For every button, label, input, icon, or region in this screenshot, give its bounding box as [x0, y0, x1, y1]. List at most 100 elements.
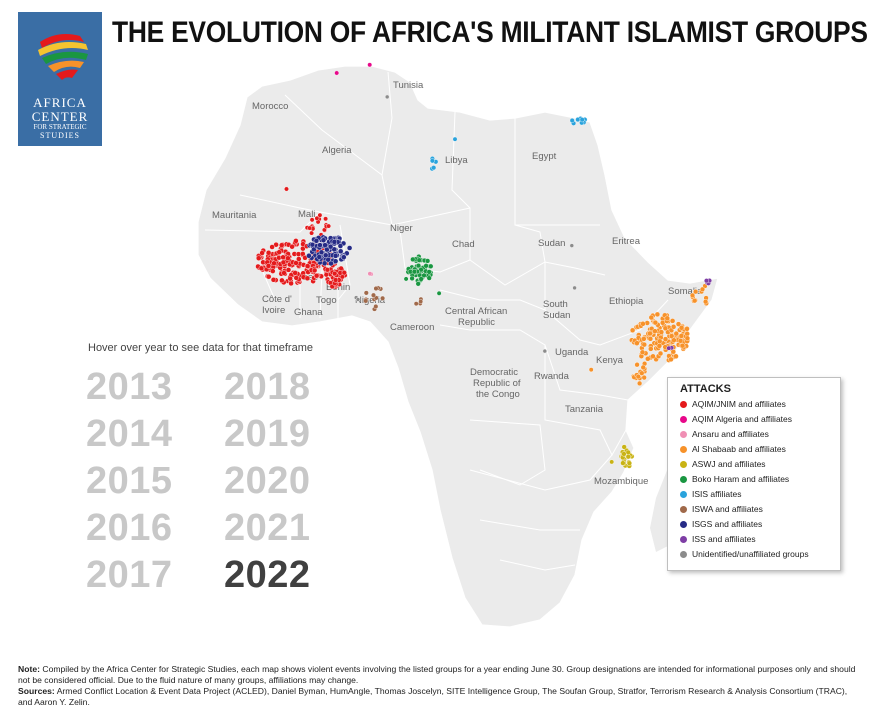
attack-point: [675, 321, 682, 327]
attack-point: [311, 267, 318, 274]
attack-point: [429, 158, 435, 164]
attack-point: [281, 270, 287, 276]
year-2019[interactable]: 2019: [224, 413, 311, 455]
note-label: Note:: [18, 664, 40, 674]
year-2013[interactable]: 2013: [86, 366, 173, 408]
year-2022[interactable]: 2022: [224, 554, 311, 596]
legend-swatch: [680, 431, 687, 438]
attack-point: [699, 286, 706, 292]
attack-point: [572, 285, 577, 291]
year-2020[interactable]: 2020: [224, 460, 311, 502]
attack-point: [436, 290, 442, 296]
attack-point: [418, 276, 424, 282]
country-label: Mozambique: [594, 476, 648, 487]
attack-point: [309, 230, 314, 236]
attack-point: [338, 265, 344, 272]
year-2016[interactable]: 2016: [86, 507, 173, 549]
legend-label: ISGS and affiliates: [692, 519, 763, 529]
attack-point: [367, 62, 373, 68]
attack-point: [355, 297, 361, 302]
attack-point: [670, 324, 677, 330]
country-label: Kenya: [596, 355, 624, 366]
year-2021[interactable]: 2021: [224, 507, 311, 549]
year-2018[interactable]: 2018: [224, 366, 311, 408]
attack-point: [621, 451, 627, 457]
year-2015[interactable]: 2015: [86, 460, 173, 502]
attack-point: [575, 117, 581, 123]
attack-point: [678, 325, 685, 331]
attack-point: [332, 253, 339, 259]
attack-point: [684, 331, 690, 337]
country-label: Morocco: [252, 101, 288, 112]
legend-label: ISIS affiliates: [692, 489, 742, 499]
attack-point: [314, 215, 320, 221]
attack-point: [367, 271, 373, 277]
logo-line-1: AFRICA: [33, 95, 87, 110]
country-label: South: [543, 299, 568, 310]
year-2014[interactable]: 2014: [86, 413, 173, 455]
country-label: Mali: [298, 209, 315, 220]
legend-label: Unidentified/unaffiliated groups: [692, 549, 809, 559]
legend-item: Boko Haram and affiliates: [680, 474, 789, 486]
country-label: Niger: [390, 223, 413, 234]
attack-point: [428, 263, 434, 269]
legend-item: Unidentified/unaffiliated groups: [680, 549, 809, 561]
attack-point: [341, 254, 347, 260]
attack-point: [287, 275, 293, 282]
attack-point: [332, 271, 338, 277]
sources-label: Sources:: [18, 686, 55, 696]
country-label: Cameroon: [390, 322, 434, 333]
attack-point: [265, 263, 272, 269]
attack-point: [288, 280, 294, 287]
attack-point: [641, 375, 647, 381]
country-label: Rwanda: [534, 371, 570, 382]
country-label: Republic: [458, 317, 495, 328]
logo-line-3: FOR STRATEGIC: [33, 123, 87, 131]
legend-label: Al Shabaab and affiliates: [692, 444, 786, 454]
attack-point: [588, 367, 594, 373]
legend-swatch: [680, 521, 687, 528]
legend-swatch: [680, 461, 687, 468]
attack-point: [579, 117, 585, 123]
attack-point: [318, 249, 325, 256]
logo-line-2: CENTER: [31, 109, 89, 124]
country-label: Benin: [326, 282, 350, 293]
legend-item: ASWJ and affiliates: [680, 459, 766, 471]
legend-item: AQIM/JNIM and affiliates: [680, 399, 786, 411]
country-label: Ivoire: [262, 305, 285, 316]
attack-point: [569, 117, 575, 123]
attack-point: [321, 260, 328, 266]
attack-point: [648, 314, 654, 321]
country-label: Mauritania: [212, 210, 257, 221]
attack-point: [293, 260, 299, 266]
attack-point: [634, 340, 640, 346]
attack-point: [323, 272, 329, 278]
year-2017[interactable]: 2017: [86, 554, 173, 596]
attack-point: [692, 289, 699, 295]
attack-point: [423, 263, 429, 269]
attack-point: [284, 186, 289, 192]
legend-swatch: [680, 476, 687, 483]
country-label: Eritrea: [612, 236, 641, 247]
attack-point: [403, 276, 409, 282]
legend-title: ATTACKS: [680, 383, 731, 395]
country-label: Republic of: [473, 378, 521, 389]
africa-landmass: [197, 65, 719, 628]
attack-point: [664, 315, 670, 321]
attack-point: [373, 304, 379, 310]
attack-point: [285, 267, 292, 273]
attack-point: [657, 338, 663, 344]
country-label: Ethiopia: [609, 296, 644, 307]
attack-point: [266, 274, 272, 280]
legend-swatch: [680, 491, 687, 498]
attack-point: [415, 263, 422, 269]
attack-point: [416, 257, 422, 263]
country-label: Côte d': [262, 294, 292, 305]
page-title: THE EVOLUTION OF AFRICA'S MILITANT ISLAM…: [112, 16, 868, 49]
legend-swatch: [680, 446, 687, 453]
attack-point: [322, 242, 328, 248]
attack-point: [296, 256, 302, 262]
country-label: Egypt: [532, 151, 557, 162]
legend-swatch: [680, 506, 687, 513]
attack-point: [689, 292, 696, 299]
